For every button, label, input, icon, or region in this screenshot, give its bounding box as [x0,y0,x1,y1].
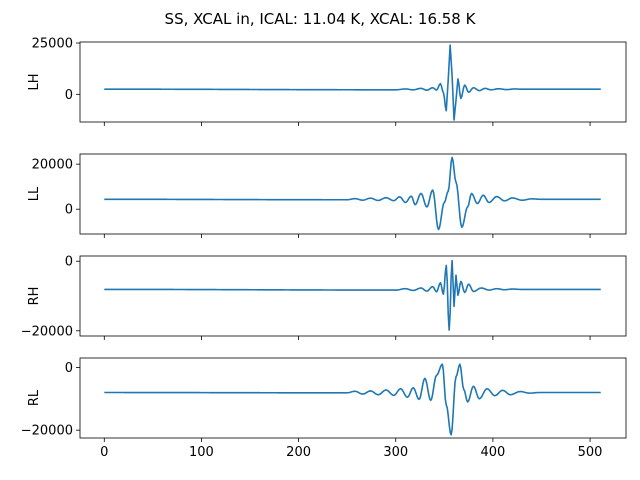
series-line-ll [104,156,601,231]
subplot-rl: −20000 0 0 100 200 300 400 500 RL [21,357,627,460]
axes-frame-lh [79,41,627,123]
y-axis-label-lh: LH [27,73,42,90]
subplot-ll: 0 20000 LL [27,153,627,238]
y-tick-label-rl: 0 [65,361,73,376]
subplot-lh: 0 25000 LH [27,37,627,126]
x-tick-label: 400 [480,445,505,460]
subplot-rh: −20000 0 RH [21,255,627,340]
y-tick-label-rl: −20000 [21,424,73,439]
y-axis-label-rh: RH [27,287,42,306]
x-tick-label: 300 [383,445,408,460]
series-line-rl [104,363,601,436]
x-tick-label: 500 [578,445,603,460]
x-tick-label: 0 [100,445,108,460]
series-line-lh [104,44,601,121]
figure-title: SS, XCAL in, ICAL: 11.04 K, XCAL: 16.58 … [165,10,477,28]
axes-frame-ll [79,153,627,235]
y-tick-label-rh: −20000 [21,324,73,339]
axes-frame-rl [79,357,627,439]
y-tick-label-lh: 25000 [32,37,73,52]
axes-frame-rh [79,255,627,337]
x-tick-label: 200 [286,445,311,460]
series-line-rh [104,259,601,331]
y-axis-label-ll: LL [27,186,42,201]
x-tick-label: 100 [189,445,214,460]
y-tick-label-lh: 0 [65,88,73,103]
y-tick-label-ll: 20000 [32,158,73,173]
y-axis-label-rl: RL [27,389,42,406]
y-tick-label-rh: 0 [65,255,73,270]
subplots: 0 25000 LH 0 20000 LL −20000 0 RH −20000 0 0 100 200 3… [21,37,627,460]
y-tick-label-ll: 0 [65,203,73,218]
